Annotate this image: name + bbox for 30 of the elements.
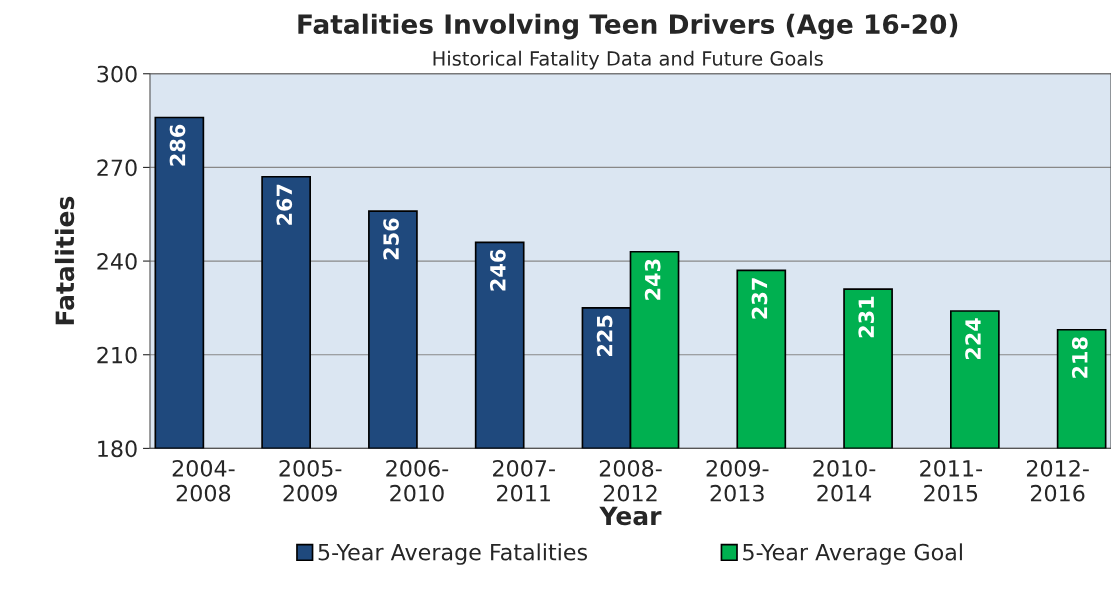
data-label: 224: [965, 318, 981, 360]
data-label: 231: [858, 296, 875, 338]
y-axis-title: Fatalities: [54, 196, 75, 325]
data-label: 286: [169, 124, 186, 166]
data-label: 237: [751, 278, 768, 319]
x-tick-label: 2010-2014: [813, 459, 876, 502]
data-label: 256: [383, 218, 399, 260]
x-axis-title: Year: [599, 506, 662, 526]
x-tick-label: 2007-2011: [493, 459, 555, 502]
chart-title: Fatalities Involving Teen Drivers (Age 16-20): [298, 13, 958, 40]
x-tick-label: 2004-2008: [172, 459, 235, 502]
y-tick-label: 210: [97, 346, 137, 364]
x-tick-label: 2006-2010: [386, 459, 449, 502]
y-tick-label: 300: [97, 65, 137, 83]
y-tick-label: 240: [97, 253, 137, 270]
x-tick-label: 2005-2009: [279, 459, 342, 502]
legend-label: 5-Year Average Fatalities: [318, 543, 588, 565]
data-label: 267: [276, 184, 293, 225]
data-label: 225: [596, 315, 613, 356]
x-tick-label: 2012-2016: [1026, 459, 1089, 502]
data-label: 243: [644, 259, 661, 300]
y-tick-label: 180: [98, 440, 137, 458]
x-tick-label: 2009-2013: [706, 459, 769, 502]
y-tick-label: 270: [97, 159, 137, 177]
chart-subtitle: Historical Fatality Data and Future Goals: [433, 50, 823, 70]
legend-label: 5-Year Average Goal: [743, 543, 962, 565]
x-tick-label: 2011-2015: [920, 459, 983, 502]
data-label: 218: [1071, 337, 1088, 378]
data-label: 246: [489, 249, 506, 291]
x-tick-label: 2008-2012: [599, 459, 662, 502]
